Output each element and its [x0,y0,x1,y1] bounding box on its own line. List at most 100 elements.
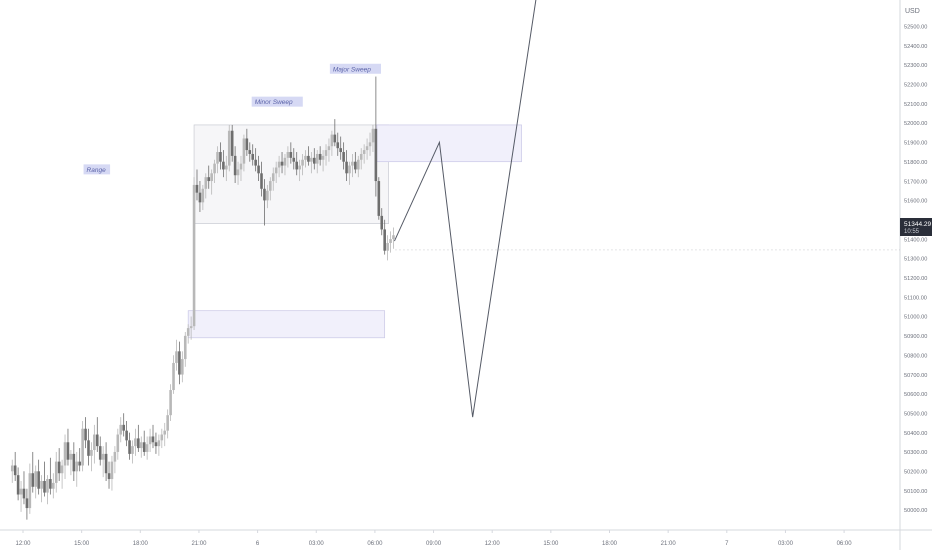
candle-body [321,155,325,160]
candle-body [298,165,301,170]
candle-body [107,473,111,480]
candle-body [183,335,187,360]
candle-body [69,453,73,460]
candle-body [172,362,175,391]
candle-body [254,159,257,166]
candle-body [359,153,363,160]
candle-body [43,480,46,493]
candle-body [392,235,395,240]
candle-body [148,436,152,445]
candle-body [301,159,304,166]
price-tick-label: 52000.00 [904,121,927,127]
candle-body [280,161,284,166]
candle-body [186,328,190,336]
price-tick-label: 52400.00 [904,44,927,50]
price-tick-label: 51300.00 [904,257,927,263]
time-tick-label: 06:00 [837,541,853,547]
price-label-time: 10:55 [904,229,920,235]
candle-body [219,152,222,162]
candle-body [195,184,199,193]
candle-body [377,181,381,216]
price-tick-label: 50900.00 [904,334,927,340]
candle-body [345,161,348,174]
candle-body [204,177,208,189]
price-tick-label: 50800.00 [904,353,927,359]
price-tick-label: 51000.00 [904,315,927,321]
candle-body [10,465,14,472]
time-tick-label: 12:00 [15,541,31,547]
candle-body [333,134,337,143]
candle-body [134,438,137,447]
candle-body [260,173,263,189]
candle-body [351,161,354,166]
time-tick-label: 21:00 [191,541,207,547]
candle-body [131,446,134,454]
candle-body [342,152,345,162]
candle-body [95,434,99,447]
candle-body [49,479,52,489]
candle-body [233,155,237,176]
candle-body [175,351,178,363]
price-tick-label: 51600.00 [904,199,927,205]
candle-body [245,138,249,151]
annotations: Range Minor Sweep Major Sweep [83,63,381,175]
candle-body [84,428,87,441]
candle-body [113,451,117,462]
candle-body [139,442,143,449]
candle-body [116,434,120,452]
candle-body [142,442,146,452]
candle-body [87,440,90,456]
candle-body [137,438,140,449]
price-tick-label: 50000.00 [904,508,927,514]
candle-body [222,161,225,170]
candle-body [63,442,67,466]
price-tick-label: 52200.00 [904,83,927,89]
annotation-label: Minor Sweep [255,99,293,106]
time-tick-label: 12:00 [485,541,501,547]
candle-body [271,173,275,182]
candle-body [201,188,205,203]
price-tick-label: 50400.00 [904,431,927,437]
candle-body [269,181,272,191]
candle-body [251,153,255,160]
candle-body [263,188,266,201]
candle-body [225,165,228,170]
candle-body [81,428,84,466]
candle-body [304,155,307,160]
candle-body [292,157,296,162]
time-tick-label: 15:00 [543,541,559,547]
candle-body [315,153,319,164]
candle-body [356,159,360,170]
time-tick-label: 7 [725,541,729,547]
price-tick-label: 51900.00 [904,141,927,147]
candle-body [54,461,58,483]
candle-body [307,155,310,162]
time-tick-label: 03:00 [309,541,325,547]
candle-body [169,390,172,416]
candle-body [34,471,38,487]
time-tick-label: 15:00 [74,541,90,547]
price-tick-label: 51100.00 [904,295,927,301]
price-tick-label: 51400.00 [904,237,927,243]
candle-body [339,148,342,153]
candle-body [93,434,96,451]
candle-body [371,128,375,143]
candle-body [213,163,216,174]
time-tick-label: 06:00 [367,541,383,547]
candle-body [189,326,193,329]
candle-body [16,475,20,495]
time-tick-label: 03:00 [778,541,794,547]
candle-body [236,169,240,176]
candle-body [98,446,102,460]
projection-line [393,0,537,418]
time-tick-label: 18:00 [602,541,618,547]
zone-boxes [187,124,522,339]
candle-body [122,424,125,431]
candle-body [277,161,281,168]
candle-body [66,442,70,460]
annotation-tag [251,96,303,107]
candle-body [31,473,35,487]
